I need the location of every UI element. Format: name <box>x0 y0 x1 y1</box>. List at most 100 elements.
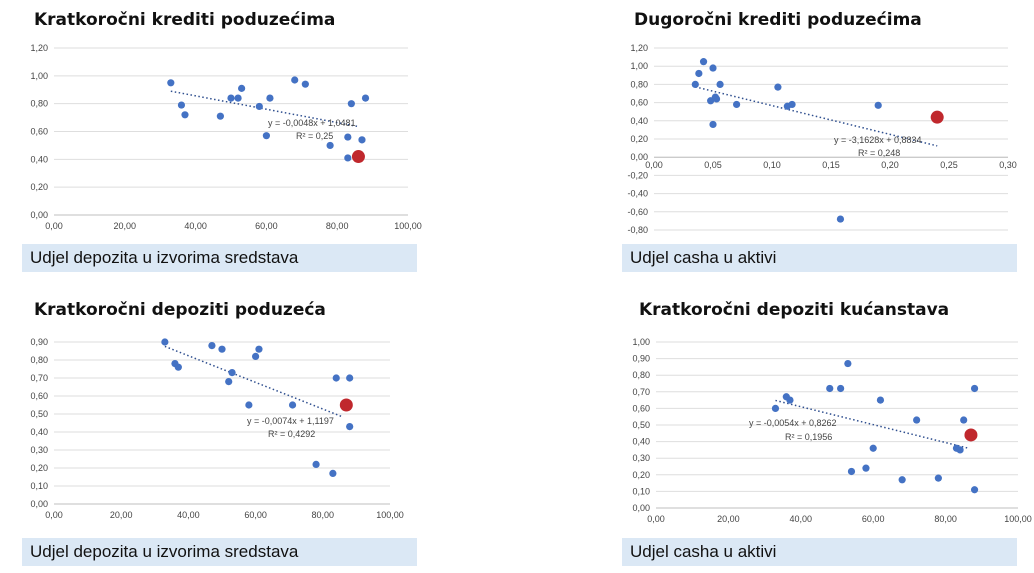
y-tick-label: 0,10 <box>30 481 48 491</box>
y-tick-label: -0,80 <box>627 225 648 235</box>
data-point <box>826 384 834 393</box>
y-tick-label: 0,90 <box>632 354 650 364</box>
chart-title: Kratkoročni depoziti kućanstava <box>639 300 950 320</box>
data-point <box>208 342 216 350</box>
x-tick-label: 0,00 <box>647 514 665 524</box>
data-point <box>699 58 708 66</box>
data-point <box>326 141 334 150</box>
y-tick-label: -0,60 <box>627 207 648 217</box>
data-point <box>234 94 242 102</box>
data-point <box>712 95 721 103</box>
x-tick-label: 60,00 <box>255 221 278 231</box>
y-tick-label: 0,60 <box>30 127 48 137</box>
y-tick-label: 0,80 <box>630 79 648 89</box>
data-point <box>361 94 370 102</box>
data-point <box>837 384 845 393</box>
r-squared-label: R² = 0,1956 <box>785 432 832 442</box>
data-point <box>288 401 297 409</box>
x-tick-label: 0,10 <box>763 160 781 170</box>
x-axis-label: Udjel casha u aktivi <box>630 542 777 561</box>
trendline-equation: y = -3,1628x + 0,8834 <box>834 135 922 145</box>
data-point <box>301 80 309 88</box>
data-point <box>774 83 782 91</box>
data-point <box>347 100 355 108</box>
data-point <box>847 467 856 476</box>
x-tick-label: 0,15 <box>822 160 840 170</box>
data-point <box>332 374 340 382</box>
y-tick-label: 0,40 <box>30 427 48 437</box>
data-point <box>181 111 189 119</box>
data-point <box>161 338 169 346</box>
data-point <box>970 384 979 393</box>
y-tick-label: 1,20 <box>30 43 48 53</box>
x-tick-label: 40,00 <box>177 510 200 520</box>
y-tick-label: 0,00 <box>632 503 650 513</box>
x-tick-label: 40,00 <box>184 221 207 231</box>
y-tick-label: -0,40 <box>627 189 648 199</box>
data-point <box>934 474 942 482</box>
x-axis-label: Udjel depozita u izvorima sredstava <box>30 542 299 561</box>
x-tick-label: 0,25 <box>940 160 958 170</box>
x-tick-label: 100,00 <box>376 510 404 520</box>
data-point <box>786 396 794 404</box>
y-tick-label: 0,00 <box>630 152 648 162</box>
y-tick-label: 0,40 <box>30 154 48 164</box>
y-tick-label: 0,60 <box>630 98 648 108</box>
data-point <box>218 345 226 353</box>
x-tick-label: 0,00 <box>45 510 63 520</box>
chart-title: Kratkoročni krediti poduzećima <box>34 10 336 30</box>
highlighted-point <box>930 110 944 124</box>
data-point <box>255 102 263 111</box>
y-tick-label: 0,70 <box>632 387 650 397</box>
x-tick-label: 0,30 <box>999 160 1017 170</box>
data-point <box>913 416 921 424</box>
data-point <box>346 374 354 382</box>
y-tick-label: 1,00 <box>632 337 650 347</box>
highlighted-point <box>351 150 365 164</box>
data-point <box>228 369 236 377</box>
data-point <box>716 80 724 88</box>
data-point <box>255 345 263 353</box>
data-point <box>227 94 235 102</box>
y-tick-label: 0,80 <box>30 99 48 109</box>
data-point <box>266 94 274 102</box>
x-axis-label-band: Udjel depozita u izvorima sredstava <box>22 244 417 272</box>
y-tick-label: 0,60 <box>632 403 650 413</box>
x-tick-label: 20,00 <box>110 510 133 520</box>
data-point <box>177 101 186 109</box>
data-point <box>238 84 246 92</box>
data-point <box>291 76 299 84</box>
data-point <box>695 69 703 78</box>
x-tick-label: 80,00 <box>312 510 335 520</box>
trendline-equation: y = -0,0054x + 0,8262 <box>749 418 837 428</box>
data-point <box>262 132 270 140</box>
data-point <box>960 416 968 424</box>
y-tick-label: 0,90 <box>30 337 48 347</box>
y-tick-label: 0,70 <box>30 373 48 383</box>
x-tick-label: 0,00 <box>645 160 663 170</box>
trendline-equation: y = -0,0074x + 1,1197 <box>247 416 334 426</box>
y-tick-label: 1,00 <box>30 71 48 81</box>
scatter-plot: 0,00 0,10 0,20 0,30 0,40 0,50 0,60 0,70 0,80 0,90… <box>30 337 404 520</box>
data-point <box>709 120 717 129</box>
y-tick-label: 1,20 <box>630 43 648 53</box>
y-tick-label: 0,20 <box>30 463 48 473</box>
data-point <box>836 215 845 223</box>
highlighted-point <box>964 428 978 442</box>
x-tick-label: 100,00 <box>394 221 422 231</box>
data-point <box>245 401 253 409</box>
x-axis-label: Udjel depozita u izvorima sredstava <box>30 248 299 267</box>
data-point <box>344 133 352 141</box>
data-point <box>344 154 352 162</box>
y-tick-label: -0,20 <box>627 170 648 180</box>
y-tick-label: 0,80 <box>30 355 48 365</box>
data-point <box>174 363 182 371</box>
data-point <box>358 136 366 144</box>
x-tick-label: 40,00 <box>790 514 813 524</box>
highlighted-point <box>339 398 353 412</box>
x-tick-label: 60,00 <box>862 514 885 524</box>
data-point <box>691 80 699 88</box>
data-point <box>956 446 964 454</box>
scatter-plot: 0,00 0,10 0,20 0,30 0,40 0,50 0,60 0,70 0,80 0,90… <box>632 337 1031 524</box>
x-tick-label: 20,00 <box>114 221 137 231</box>
